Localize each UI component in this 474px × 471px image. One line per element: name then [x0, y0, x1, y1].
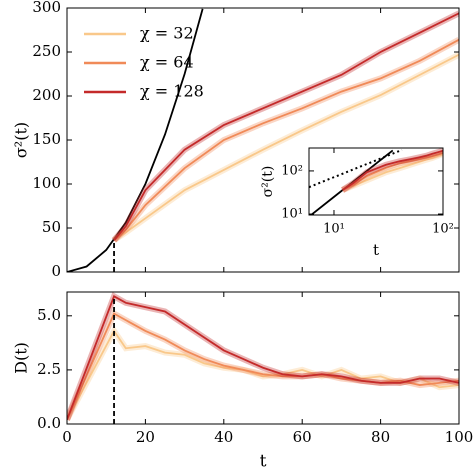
- frame: [308, 147, 444, 216]
- y-axis-label: σ²(t): [260, 166, 276, 198]
- x-tick-label: 20: [136, 428, 155, 446]
- y-tick-label: 0.0: [37, 414, 61, 432]
- y-tick-label: 2.5: [37, 360, 61, 378]
- y-tick-label: 5.0: [37, 306, 61, 324]
- y-tick-label: 250: [32, 42, 61, 60]
- y-tick-label: 100: [32, 174, 61, 192]
- series-line: [113, 53, 459, 242]
- series-line: [113, 38, 459, 241]
- plot-area: [67, 8, 459, 272]
- series-line: [342, 153, 443, 191]
- series-line: [67, 312, 459, 421]
- x-tick-label: 10¹: [323, 222, 345, 237]
- series-line: [309, 149, 403, 189]
- series-line: [342, 149, 443, 191]
- x-tick-label: 10²: [432, 222, 454, 237]
- x-tick-label: 60: [293, 428, 312, 446]
- legend-label: χ = 128: [140, 82, 204, 101]
- x-tick-label: 40: [214, 428, 233, 446]
- y-axis-label: D(t): [12, 342, 31, 374]
- y-tick-label: 10¹: [281, 207, 303, 222]
- y-tick-label: 300: [32, 0, 61, 16]
- x-tick-label: 0: [62, 428, 72, 446]
- x-tick-label: 80: [371, 428, 390, 446]
- plot-area: [67, 292, 459, 422]
- y-tick-label: 150: [32, 130, 61, 148]
- series-line: [309, 149, 394, 215]
- x-axis-label: t: [260, 452, 267, 471]
- plot-area: [309, 148, 443, 215]
- legend-label: χ = 64: [140, 53, 194, 72]
- y-tick-label: 50: [42, 218, 61, 236]
- series-line: [67, 8, 204, 272]
- series-line: [67, 295, 459, 420]
- y-tick-label: 200: [32, 86, 61, 104]
- legend-label: χ = 32: [140, 24, 194, 43]
- series-line: [342, 151, 443, 191]
- y-tick-label: 10²: [281, 163, 303, 178]
- series-line: [113, 12, 459, 241]
- x-tick-label: 100: [445, 428, 474, 446]
- y-axis-label: σ²(t): [12, 122, 31, 158]
- y-tick-label: 0: [51, 262, 61, 280]
- x-axis-label: t: [373, 241, 379, 259]
- plot-background: [67, 292, 459, 424]
- frame: [66, 291, 460, 425]
